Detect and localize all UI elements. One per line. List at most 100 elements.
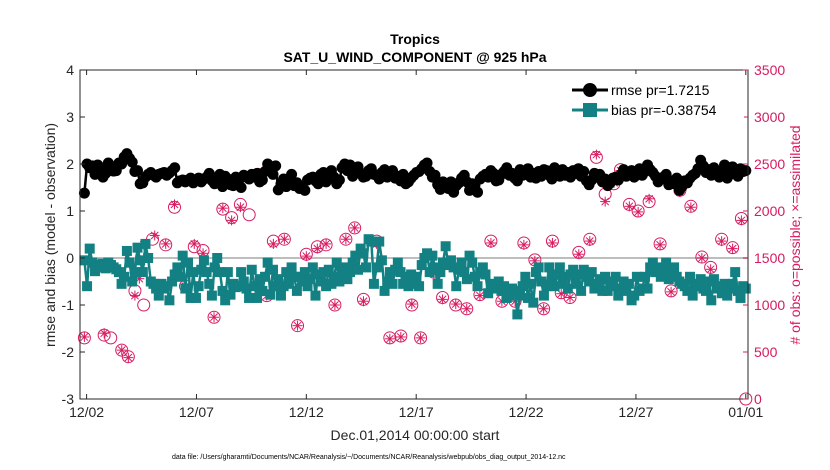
right-y-axis-label: # of obs: o=possible; ×=assimilated [787,125,803,344]
bias-series [79,234,751,320]
bias-point [352,264,363,275]
bias-point [432,278,443,289]
bias-point [175,271,186,282]
obs-assimilated-point [329,300,340,310]
x-tick-label: 12/17 [399,404,434,420]
bias-point [459,267,470,278]
bias-point [151,283,162,294]
bias-point [113,267,124,278]
obs-assimilated-point [279,234,290,245]
legend-rmse-label: rmse pr=1.7215 [611,82,710,98]
bias-point [517,281,528,292]
x-axis: 12/02 12/07 12/12 12/17 12/22 12/27 01/01 [69,70,764,420]
bias-point [642,283,653,294]
bias-point [422,248,433,259]
bias-point [685,271,696,282]
obs-possible-point [460,302,474,316]
bias-point [639,271,650,282]
bias-point [137,267,148,278]
bias-point [544,262,555,273]
right-y-axis: 0 500 1000 1500 2000 2500 3000 3500 [743,62,785,407]
rmse-point [270,160,282,172]
legend-bias-label: bias pr=-0.38754 [611,102,717,118]
bias-point [318,267,329,278]
obs-possible-point [348,221,362,235]
obs-possible-point [664,284,678,298]
obs-assimilated-point [301,251,312,262]
bias-point [127,276,138,287]
bias-point [400,271,411,282]
obs-possible-point [77,331,91,345]
bias-point [188,267,199,278]
obs-assimilated-point [189,238,200,249]
bias-point [499,281,510,292]
bias-point [607,281,618,292]
bias-point [116,278,127,289]
bias-point [623,278,634,289]
bias-point [469,271,480,282]
bias-point [384,267,395,278]
obs-possible-point [291,319,305,333]
rmse-point [126,156,138,168]
bias-point [437,257,448,268]
obs-assimilated-point [565,292,576,303]
obs-possible-point [277,232,291,246]
bias-point [376,255,387,266]
bias-point [379,285,390,296]
bias-point [198,255,209,266]
bias-point [297,276,308,287]
bias-point [193,281,204,292]
obs-possible-point [537,302,551,316]
obs-possible-point [121,350,135,364]
bias-point [406,269,417,280]
bias-point [265,289,276,300]
obs-assimilated-point [209,312,220,323]
obs-assimilated-point [644,193,655,204]
bias-point [257,285,268,296]
obs-assimilated-point [99,328,110,339]
bias-point [283,278,294,289]
obs-assimilated-point [292,320,303,331]
x-tick-label: 12/22 [509,404,544,420]
bias-point [119,271,130,282]
bias-point [177,250,188,261]
x-tick-label: 12/12 [289,404,324,420]
rmse-point [78,187,90,199]
bias-point [252,292,263,303]
x-tick-label: 12/27 [618,404,653,420]
obs-assimilated-point [395,331,406,342]
plot-area-frame [79,69,749,400]
bias-point [79,255,90,266]
bias-point [687,290,698,301]
obs-assimilated-point [591,149,602,160]
obs-assimilated-point [312,243,323,254]
bias-point [560,271,571,282]
bias-point [541,281,552,292]
bias-point [451,281,462,292]
bias-point [525,278,536,289]
bias-point [273,274,284,285]
obs-assimilated-point [116,345,127,356]
obs-possible-point [159,238,173,252]
bias-point [212,253,223,263]
bias-point [586,267,597,278]
bias-point [334,276,345,287]
bias-point [695,274,706,285]
obs-assimilated-point [406,299,417,310]
obs-possible-point [405,298,419,312]
obs-assimilated-point [716,236,727,247]
obs-possible-point [631,204,645,218]
bias-point [610,271,621,282]
bias-point [270,281,281,292]
bias-point [727,278,738,289]
x-tick-label: 01/01 [728,404,763,420]
bias-point [735,292,746,303]
bias-point [480,269,491,280]
bias-point [395,267,406,278]
obs-assimilated-point [655,239,666,250]
obs-assimilated-point [169,199,180,210]
rmse-point [578,166,590,178]
bias-point [302,281,313,292]
bias-point [408,278,419,289]
bias-point [143,253,154,263]
